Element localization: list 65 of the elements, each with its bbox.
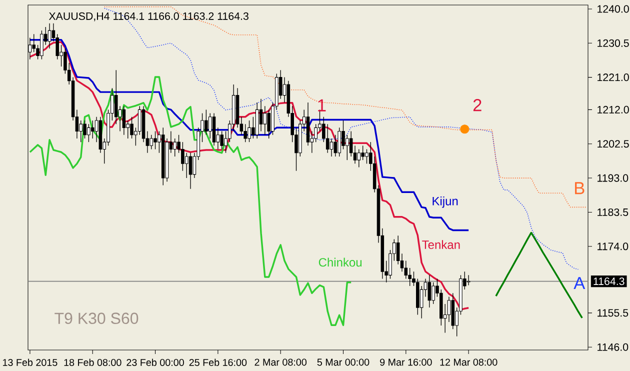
- x-tick-label: 25 Feb 16:00: [189, 358, 247, 366]
- candlestick: [342, 120, 345, 150]
- series-label: B: [575, 182, 584, 194]
- candlestick: [365, 148, 368, 164]
- y-tick-label: 1202.5: [598, 140, 629, 148]
- candlestick: [466, 274, 470, 286]
- candlestick: [267, 109, 270, 139]
- candlestick: [338, 127, 341, 157]
- candlestick: [259, 98, 263, 132]
- annotation: T9 K30 S60: [54, 312, 138, 324]
- y-tick-label: 1155.5: [598, 309, 628, 317]
- text: XAUUSD,H4 1164.1 1166.0 1163.2 1164.3: [48, 12, 248, 22]
- candlestick: [90, 120, 94, 139]
- candlestick: [204, 109, 208, 136]
- y-tick-label: 1146.0: [598, 343, 628, 351]
- candlestick: [48, 23, 52, 49]
- candlestick: [181, 142, 184, 172]
- candlestick: [361, 145, 364, 160]
- candlestick: [154, 130, 157, 150]
- y-tick-label: 1212.0: [598, 106, 629, 114]
- x-tick-label: 12 Mar 08:00: [440, 358, 498, 366]
- x-tick-label: 18 Feb 08:00: [64, 358, 122, 366]
- candlestick: [248, 120, 251, 142]
- annotation: 2: [473, 98, 482, 112]
- candlestick: [32, 34, 36, 52]
- candlestick: [334, 134, 338, 157]
- candlestick: [447, 296, 451, 322]
- candlestick: [428, 274, 432, 308]
- annotation: 1: [318, 99, 326, 112]
- candlestick: [263, 106, 267, 136]
- candlestick: [138, 106, 142, 136]
- series-label: A: [574, 277, 586, 290]
- candlestick: [346, 134, 349, 160]
- series-label: Kijun: [432, 196, 458, 208]
- candlestick: [188, 152, 192, 190]
- candlestick: [330, 138, 334, 157]
- candlestick: [220, 130, 224, 150]
- candlestick: [83, 120, 86, 139]
- candlestick: [87, 124, 90, 142]
- candlestick: [408, 268, 412, 286]
- candlestick: [122, 106, 126, 136]
- candlestick: [130, 116, 134, 139]
- series-label: Tenkan: [422, 240, 460, 250]
- x-tick-label: 23 Feb 00:00: [126, 358, 184, 366]
- x-tick-label: 13 Feb 2015: [3, 358, 58, 366]
- x-tick-label: 5 Mar 00:00: [317, 358, 370, 366]
- candlestick: [208, 112, 212, 139]
- x-tick-label: 2 Mar 08:00: [254, 358, 307, 366]
- x-tick-label: 9 Mar 16:00: [380, 358, 432, 366]
- candlestick: [432, 282, 435, 304]
- candlestick: [150, 134, 154, 150]
- y-tick-label: 1174.0: [598, 242, 628, 250]
- y-tick-label: 1221.0: [598, 74, 629, 82]
- candlestick: [357, 148, 361, 168]
- series-label: Chinkou: [318, 258, 362, 267]
- y-tick-label: 1240.0: [598, 5, 629, 13]
- candlestick: [79, 120, 83, 142]
- y-tick-label: 1230.5: [598, 39, 629, 47]
- candlestick: [184, 152, 188, 178]
- candlestick: [326, 124, 330, 154]
- y-tick-label: 1183.5: [598, 208, 628, 216]
- ref-line-label: 1164.3: [594, 278, 624, 286]
- candlestick: [40, 30, 44, 60]
- y-tick-label: 1193.0: [598, 174, 628, 182]
- candlestick: [173, 138, 176, 157]
